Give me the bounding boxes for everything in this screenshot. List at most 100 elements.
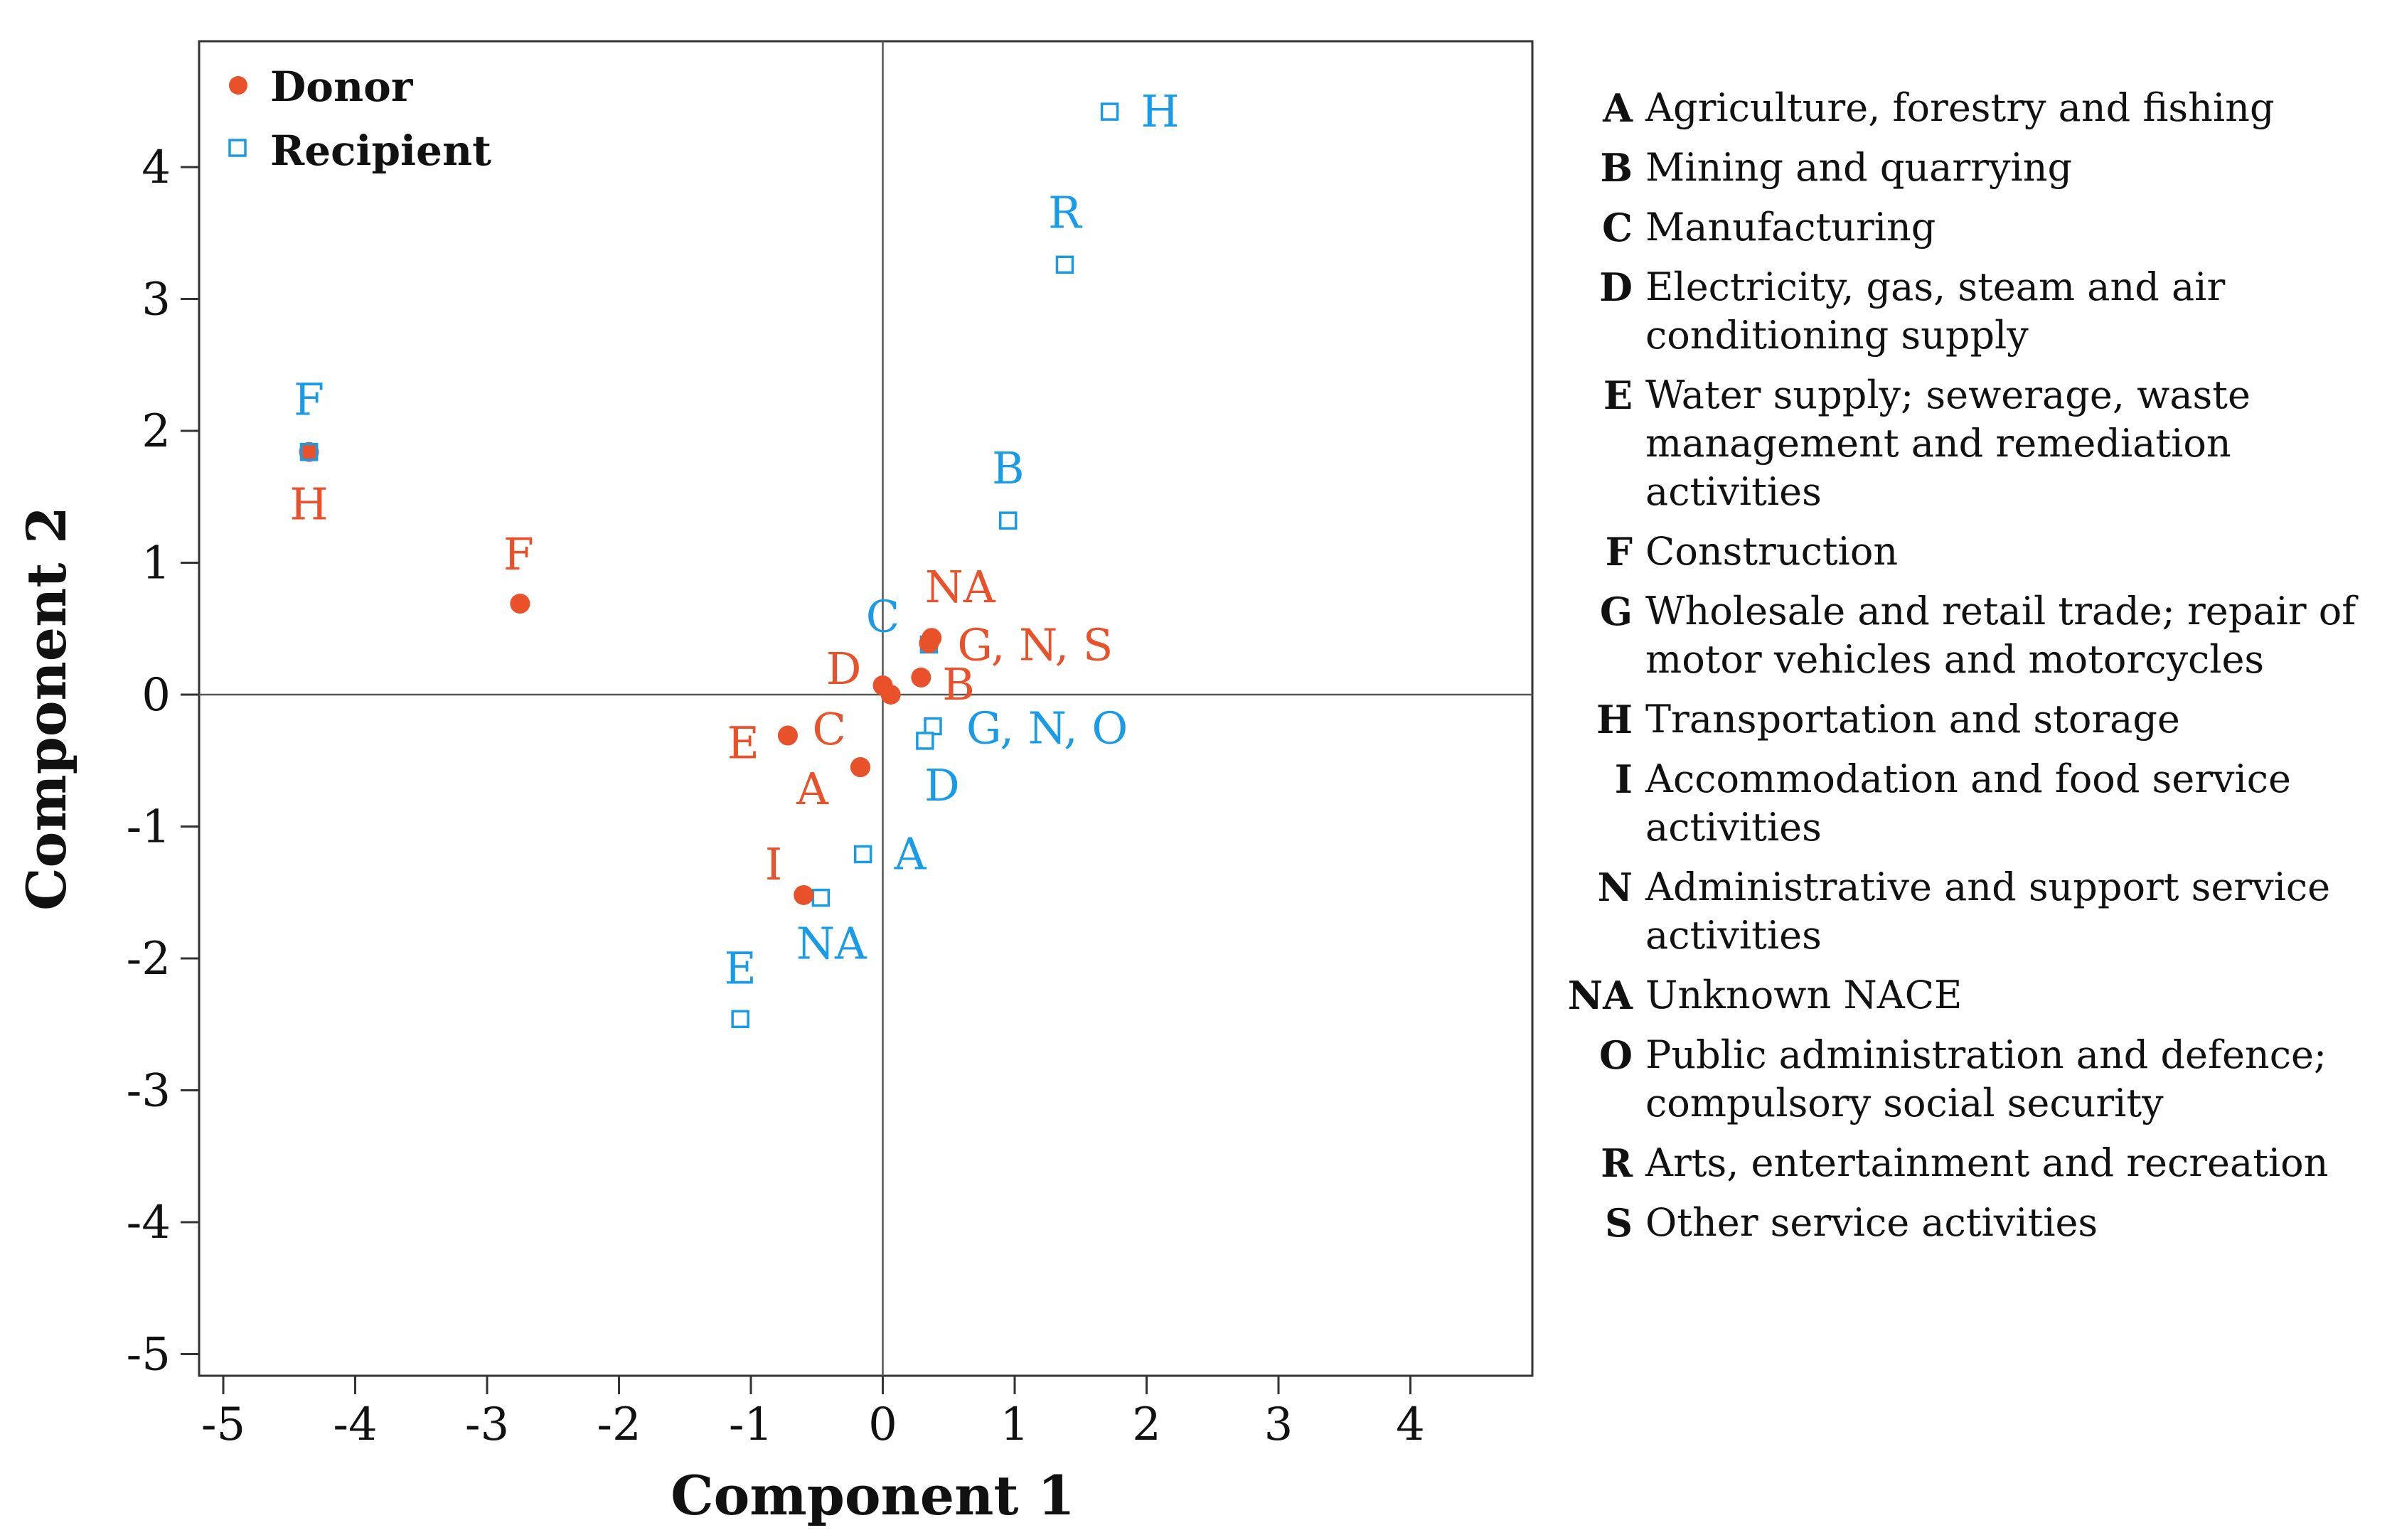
nace-code: R	[1601, 1140, 1633, 1186]
recipient-point-label: H	[1141, 85, 1180, 137]
donor-point-label: D	[826, 643, 862, 695]
recipient-point	[731, 1010, 749, 1029]
x-tick-label: 2	[1132, 1399, 1161, 1451]
nace-description: Arts, entertainment and recreation	[1645, 1140, 2329, 1185]
nace-description: Electricity, gas, steam and air conditio…	[1645, 264, 2226, 358]
x-tick-label: 1	[1000, 1399, 1030, 1451]
nace-code: I	[1614, 756, 1633, 802]
nace-code: C	[1602, 205, 1633, 250]
y-tick-label: 1	[142, 538, 171, 590]
nace-legend-row: I Accommodation and food service activiti…	[1564, 755, 2389, 852]
nace-description: Public administration and defence; compu…	[1645, 1032, 2327, 1125]
nace-code: F	[1605, 529, 1633, 574]
nace-code: S	[1605, 1200, 1633, 1246]
nace-legend-row: E Water supply; sewerage, waste managemen…	[1564, 371, 2389, 516]
y-tick-label: 0	[142, 669, 171, 722]
donor-point	[911, 667, 931, 688]
donor-point-label: B	[942, 658, 975, 710]
nace-legend-row: G Wholesale and retail trade; repair of m…	[1564, 587, 2389, 684]
x-tick-label: -3	[465, 1399, 509, 1451]
donor-point-label: I	[765, 838, 783, 890]
y-tick-label: -2	[127, 933, 171, 985]
y-tick-label: 4	[142, 141, 171, 194]
donor-point-label: E	[727, 717, 759, 769]
recipient-point-label: E	[725, 942, 757, 994]
nace-code: G	[1599, 589, 1633, 634]
y-tick-label: 2	[142, 405, 171, 458]
recipient-point-label: NA	[796, 918, 867, 970]
nace-description: Water supply; sewerage, waste management…	[1645, 373, 2251, 514]
nace-description: Transportation and storage	[1645, 697, 2180, 742]
y-tick-label: -5	[127, 1329, 171, 1381]
nace-legend-row: R Arts, entertainment and recreation	[1564, 1139, 2389, 1187]
nace-description: Construction	[1645, 529, 1899, 574]
donor-point	[299, 442, 319, 462]
nace-description: Administrative and support service activ…	[1645, 865, 2331, 958]
recipient-point	[1100, 102, 1119, 121]
nace-code: H	[1596, 697, 1633, 742]
y-axis-title: Component 2	[15, 506, 78, 911]
nace-code: N	[1597, 865, 1633, 910]
recipient-point-label: F	[294, 374, 324, 426]
donor-point-label: C	[813, 703, 846, 755]
recipient-point	[811, 888, 831, 907]
donor-point	[880, 685, 901, 705]
nace-legend-row: B Mining and quarrying	[1564, 144, 2389, 192]
donor-point	[777, 725, 798, 746]
legend-donor-marker	[229, 76, 247, 95]
nace-legend: A Agriculture, forestry and fishing B Minin…	[1564, 84, 2389, 1258]
plot-frame	[198, 40, 1534, 1377]
donor-point-label: H	[290, 478, 329, 530]
donor-point-label: F	[503, 528, 534, 580]
y-tick-label: -3	[127, 1065, 171, 1118]
x-tick-label: 0	[868, 1399, 897, 1451]
y-tick-label: 3	[142, 274, 171, 326]
nace-code: O	[1598, 1032, 1633, 1078]
donor-point	[850, 757, 870, 778]
recipient-point	[998, 511, 1018, 530]
donor-point	[510, 594, 530, 614]
recipient-point-label: A	[894, 828, 927, 879]
nace-legend-row: A Agriculture, forestry and fishing	[1564, 84, 2389, 132]
donor-point-label: G, N, S	[957, 619, 1113, 671]
recipient-point	[916, 732, 934, 750]
y-tick-label: -1	[127, 801, 171, 854]
nace-legend-row: H Transportation and storage	[1564, 695, 2389, 744]
x-tick-label: -2	[597, 1399, 641, 1451]
nace-legend-row: N Administrative and support service acti…	[1564, 863, 2389, 960]
nace-code: B	[1600, 145, 1633, 191]
nace-description: Mining and quarrying	[1645, 145, 2073, 190]
nace-legend-row: C Manufacturing	[1564, 203, 2389, 252]
legend-recipient-marker	[228, 139, 247, 157]
donor-point-label: A	[796, 763, 829, 815]
donor-point-label: NA	[925, 561, 996, 613]
nace-description: Manufacturing	[1645, 205, 1936, 250]
recipient-point-label: C	[866, 591, 899, 643]
recipient-point-label: R	[1048, 186, 1083, 238]
recipient-point	[1055, 255, 1074, 274]
x-tick-label: -5	[201, 1399, 245, 1451]
nace-description: Agriculture, forestry and fishing	[1645, 85, 2275, 130]
x-tick-label: -4	[333, 1399, 377, 1451]
x-tick-label: 3	[1264, 1399, 1293, 1451]
donor-point	[794, 884, 814, 905]
legend-recipient-label: Recipient	[270, 127, 491, 175]
nace-description: Unknown NACE	[1645, 973, 1963, 1017]
donor-point	[919, 633, 939, 653]
nace-legend-row: NA Unknown NACE	[1564, 971, 2389, 1020]
x-tick-label: 4	[1396, 1399, 1425, 1451]
nace-code: NA	[1567, 973, 1633, 1018]
nace-code: E	[1603, 373, 1633, 418]
nace-description: Other service activities	[1645, 1200, 2098, 1245]
recipient-point-label: B	[992, 442, 1025, 494]
nace-legend-row: S Other service activities	[1564, 1199, 2389, 1247]
legend-donor-label: Donor	[270, 63, 414, 111]
x-axis-title: Component 1	[671, 1464, 1075, 1527]
nace-legend-row: D Electricity, gas, steam and air conditi…	[1564, 263, 2389, 360]
nace-description: Wholesale and retail trade; repair of mo…	[1645, 589, 2356, 682]
nace-description: Accommodation and food service activitie…	[1645, 756, 2292, 850]
recipient-point-label: G, N, O	[966, 702, 1128, 754]
x-tick-label: -1	[729, 1399, 773, 1451]
nace-legend-row: O Public administration and defence; comp…	[1564, 1031, 2389, 1128]
